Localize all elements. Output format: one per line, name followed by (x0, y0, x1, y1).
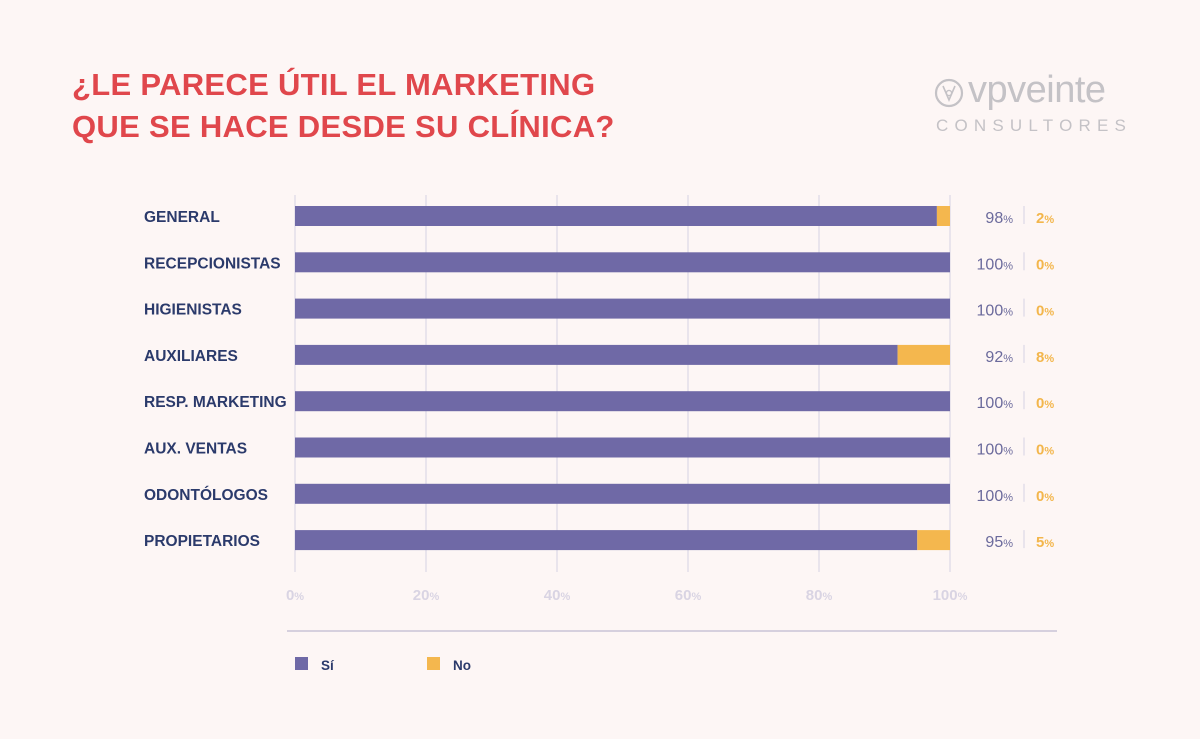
value-label-si: 100% (977, 488, 1014, 505)
x-tick-label-80: 80% (806, 587, 833, 604)
category-label: AUX. VENTAS (144, 441, 247, 458)
legend-label-no: No (453, 658, 471, 673)
x-tick-label-0: 0% (286, 587, 304, 604)
bar-si (295, 437, 950, 458)
value-label-no: 0% (1036, 395, 1054, 412)
legend-swatch-no (427, 657, 440, 670)
title-line-2: QUE SE HACE DESDE SU CLÍNICA? (72, 109, 615, 144)
x-tick-label-40: 40% (544, 587, 571, 604)
category-label: PROPIETARIOS (144, 533, 260, 550)
value-label-si: 92% (985, 349, 1013, 366)
logo-subtitle: CONSULTORES (936, 116, 1133, 135)
value-label-si: 98% (985, 210, 1013, 227)
legend-swatch-si (295, 657, 308, 670)
bar-no (897, 344, 950, 365)
bar-si (295, 298, 950, 319)
category-label: RECEPCIONISTAS (144, 255, 281, 272)
logo-wordmark: vpveinte (968, 68, 1106, 112)
bar-si (295, 530, 918, 551)
page-title: ¿LE PARECE ÚTIL EL MARKETING QUE SE HACE… (72, 64, 615, 148)
category-label: HIGIENISTAS (144, 302, 242, 319)
bar-si (295, 483, 950, 504)
value-label-si: 100% (977, 303, 1014, 320)
category-label: AUXILIARES (144, 348, 238, 365)
value-label-si: 100% (977, 395, 1014, 412)
bar-no (917, 530, 950, 551)
value-label-si: 100% (977, 256, 1014, 273)
x-tick-label-100: 100% (933, 587, 968, 604)
logo-emblem-icon (934, 78, 964, 108)
logo-word-vp: vp (968, 69, 1008, 111)
legend-label-si: Sí (321, 658, 335, 673)
title-line-1: ¿LE PARECE ÚTIL EL MARKETING (72, 67, 596, 102)
value-label-no: 8% (1036, 349, 1054, 366)
category-label: RESP. MARKETING (144, 394, 287, 411)
category-label: GENERAL (144, 209, 220, 226)
bar-si (295, 252, 950, 273)
bar-no (936, 206, 950, 226)
bar-si (295, 344, 898, 365)
value-label-no: 0% (1036, 303, 1054, 320)
x-tick-label-60: 60% (675, 587, 702, 604)
vpveinte-logo: vpveinte CONSULTORES (934, 68, 1144, 136)
bar-si (295, 206, 937, 226)
category-label: ODONTÓLOGOS (144, 486, 268, 504)
logo-word-veinte: veinte (1007, 69, 1106, 111)
value-label-no: 0% (1036, 488, 1054, 505)
bar-si (295, 391, 950, 412)
x-tick-label-20: 20% (413, 587, 440, 604)
value-label-si: 100% (977, 442, 1014, 459)
value-label-no: 2% (1036, 210, 1054, 227)
value-label-no: 5% (1036, 534, 1054, 551)
value-label-no: 0% (1036, 256, 1054, 273)
value-label-no: 0% (1036, 442, 1054, 459)
value-label-si: 95% (985, 534, 1013, 551)
